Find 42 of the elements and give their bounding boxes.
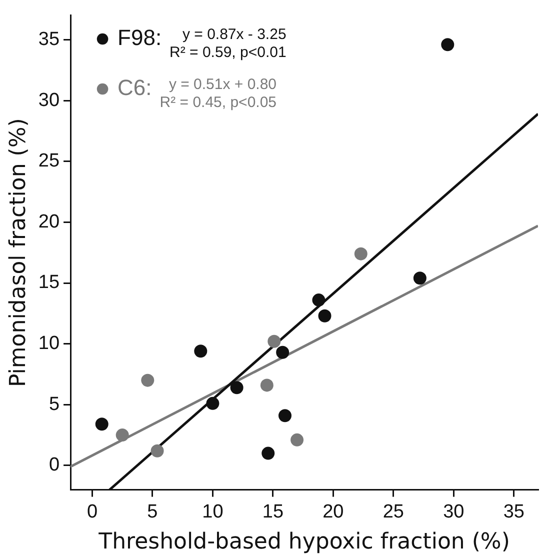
point	[276, 346, 290, 359]
x-tick-label: 10	[202, 501, 224, 522]
point	[95, 418, 108, 431]
y-tick-label: 5	[48, 394, 60, 415]
y-tick-label: 35	[38, 28, 60, 50]
x-tick-label: 0	[86, 501, 98, 522]
point	[230, 381, 244, 394]
point	[194, 344, 208, 358]
point	[312, 294, 326, 307]
x-tick-label: 15	[262, 501, 284, 522]
point	[150, 444, 164, 458]
x-tick-label: 20	[322, 501, 344, 522]
x-tick-label: 35	[503, 501, 524, 522]
y-axis-title: Pimonidasol fraction (%)	[6, 118, 31, 388]
legend-label: C6:	[118, 75, 152, 100]
y-tick-label: 20	[38, 211, 60, 232]
annotation: R² = 0.45, p<0.05	[160, 94, 277, 112]
y-tick-label: 25	[38, 150, 60, 172]
point	[318, 309, 332, 322]
y-tick-label: 0	[48, 454, 60, 476]
point	[116, 428, 129, 442]
point	[413, 272, 426, 285]
point	[441, 38, 454, 52]
y-tick-label: 10	[38, 333, 60, 354]
point	[141, 374, 154, 387]
y-tick-label: 30	[38, 90, 60, 111]
x-tick-label: 5	[147, 501, 158, 522]
point	[354, 247, 368, 260]
legend-label: F98:	[118, 25, 162, 50]
point	[278, 409, 292, 422]
point	[262, 446, 275, 460]
point	[206, 396, 220, 410]
x-tick-label: 25	[382, 501, 404, 522]
point	[290, 433, 304, 446]
point	[268, 334, 281, 348]
point	[260, 378, 274, 392]
y-tick-label: 15	[38, 272, 60, 294]
x-axis-title: Threshold-based hypoxic fraction (%)	[98, 530, 510, 555]
x-tick-label: 30	[443, 501, 464, 522]
annotation: R² = 0.59, p<0.01	[170, 44, 286, 62]
annotation: y = 0.51x + 0.80	[168, 76, 277, 94]
annotation: y = 0.87x - 3.25	[181, 26, 286, 44]
